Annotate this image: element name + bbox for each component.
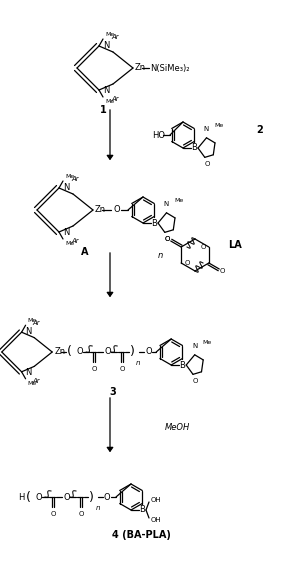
Text: Ar: Ar xyxy=(32,378,40,384)
Text: B: B xyxy=(151,219,157,228)
Text: B: B xyxy=(139,505,145,514)
Text: (: ( xyxy=(67,346,72,359)
Text: N: N xyxy=(164,201,169,207)
Text: O: O xyxy=(76,347,83,356)
Text: O: O xyxy=(205,161,210,167)
Text: n: n xyxy=(157,250,163,260)
Text: O: O xyxy=(104,347,111,356)
Text: OH: OH xyxy=(151,497,162,503)
Text: Zn: Zn xyxy=(135,64,146,73)
Text: Me: Me xyxy=(28,318,37,323)
Text: 4 (BA-PLA): 4 (BA-PLA) xyxy=(112,530,170,540)
Text: N: N xyxy=(104,86,110,95)
Text: O: O xyxy=(165,236,170,242)
Text: Ar: Ar xyxy=(111,34,119,40)
Text: O: O xyxy=(145,347,152,356)
Text: O: O xyxy=(63,493,70,501)
Text: Ar: Ar xyxy=(32,319,40,326)
Text: HO: HO xyxy=(152,130,165,139)
Text: ): ) xyxy=(89,490,94,504)
Text: Me: Me xyxy=(28,381,37,386)
Text: O: O xyxy=(220,268,225,274)
Text: N: N xyxy=(64,183,70,192)
Text: O: O xyxy=(104,493,111,501)
Text: N: N xyxy=(25,326,31,336)
Text: Me: Me xyxy=(175,198,184,203)
Text: O: O xyxy=(35,493,42,501)
Text: 1: 1 xyxy=(100,105,106,115)
Text: LA: LA xyxy=(228,240,242,250)
Text: MeOH: MeOH xyxy=(165,424,190,432)
Text: 2: 2 xyxy=(257,125,263,135)
Text: N: N xyxy=(192,343,197,349)
Text: OH: OH xyxy=(151,517,162,523)
Text: O: O xyxy=(184,260,190,266)
Text: N(SiMe₃)₂: N(SiMe₃)₂ xyxy=(150,64,190,73)
Text: Zn: Zn xyxy=(95,205,106,215)
Text: Ar: Ar xyxy=(71,176,79,182)
Text: H: H xyxy=(18,493,24,501)
Text: Me: Me xyxy=(203,340,212,345)
Text: O: O xyxy=(91,366,97,372)
Text: N: N xyxy=(64,228,70,237)
Text: N: N xyxy=(25,369,31,377)
Text: Me: Me xyxy=(215,123,224,128)
Text: O: O xyxy=(165,236,170,242)
Text: Me: Me xyxy=(65,241,74,246)
Text: O: O xyxy=(193,378,198,384)
Text: O: O xyxy=(50,511,56,517)
Text: (: ( xyxy=(26,490,31,504)
Text: n: n xyxy=(96,505,100,511)
Text: Me: Me xyxy=(105,32,114,37)
Text: n: n xyxy=(136,360,141,366)
Text: Ar: Ar xyxy=(111,96,119,102)
Text: O: O xyxy=(78,511,84,517)
Text: O: O xyxy=(114,205,121,215)
Text: B: B xyxy=(179,360,185,370)
Text: N: N xyxy=(104,41,110,50)
Text: Ar: Ar xyxy=(71,238,79,244)
Text: 3: 3 xyxy=(110,387,116,397)
Text: O: O xyxy=(200,244,206,250)
Text: N: N xyxy=(204,126,209,132)
Text: A: A xyxy=(81,247,89,257)
Text: B: B xyxy=(191,143,197,153)
Text: Zn: Zn xyxy=(54,347,65,356)
Text: O: O xyxy=(119,366,125,372)
Text: Me: Me xyxy=(105,99,114,104)
Text: Me: Me xyxy=(65,174,74,179)
Text: ): ) xyxy=(130,346,135,359)
